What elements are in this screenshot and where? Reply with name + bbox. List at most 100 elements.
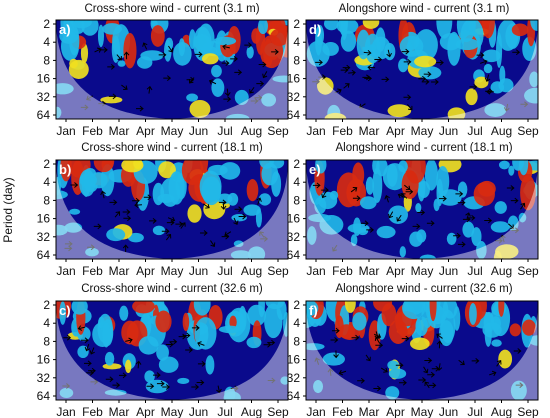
phase-arrow	[216, 385, 222, 394]
coherence-region	[356, 29, 371, 60]
coherence-region	[365, 176, 375, 195]
coherence-region	[530, 20, 538, 31]
x-tick-label: Jun	[439, 264, 458, 278]
cone-of-influence	[306, 164, 538, 259]
x-tick-label: Jun	[439, 405, 458, 418]
coherence-region	[456, 20, 476, 43]
phase-arrow	[333, 350, 339, 359]
x-tick-label: Feb	[82, 405, 103, 418]
x-tick-label: Jan	[56, 264, 75, 278]
phase-arrow	[431, 79, 439, 85]
x-tick-label: Feb	[332, 405, 353, 418]
phase-arrow	[271, 49, 279, 55]
y-tick-label: 16	[287, 72, 301, 86]
phase-arrow	[343, 83, 350, 89]
phase-arrow	[520, 202, 526, 210]
panel-label: b)	[59, 162, 71, 177]
phase-arrow	[506, 185, 515, 191]
panel-b: b) 2 4 8 16 32 64 Jan Feb Mar Apr May Jun Jul Aug Sep	[37, 157, 289, 278]
phase-arrow	[384, 194, 390, 203]
phase-arrow	[436, 340, 443, 349]
y-tick-label: 2	[43, 298, 50, 312]
coherence-region	[499, 65, 506, 85]
phase-arrow	[417, 209, 426, 216]
coherence-region	[518, 212, 527, 223]
coherence-region	[398, 160, 408, 173]
coherence-region	[359, 196, 377, 210]
phase-arrow	[520, 101, 529, 108]
panel-c-title: Cross-shore wind - current (32.6 m)	[81, 283, 263, 295]
panel-f: f) 2 4 8 16 32 64 Jan Feb Mar Apr May Jun Jul Aug Sep	[287, 298, 539, 418]
phase-arrow	[458, 359, 465, 366]
coherence-region	[158, 161, 176, 179]
coherence-region	[123, 32, 137, 69]
y-tick-label: 2	[293, 157, 300, 171]
coherence-region	[372, 167, 383, 204]
phase-arrow	[105, 376, 114, 383]
phase-arrow	[455, 190, 464, 197]
x-tick-label: Feb	[332, 264, 353, 278]
cone-of-influence	[306, 24, 538, 119]
coherence-region	[261, 93, 277, 107]
coherence-region	[415, 316, 428, 336]
phase-arrow	[197, 341, 205, 347]
coherence-region	[373, 301, 393, 312]
phase-arrow	[471, 358, 480, 364]
coherence-region	[447, 107, 466, 119]
coherence-region	[173, 42, 192, 66]
coherence-region	[265, 301, 285, 310]
phase-arrow	[191, 325, 200, 331]
coherence-region	[494, 201, 507, 214]
phase-arrow	[340, 67, 349, 74]
coherence-region	[306, 301, 319, 317]
phase-arrow	[107, 63, 116, 70]
phase-arrow	[100, 47, 108, 53]
phase-arrow	[314, 357, 320, 365]
coherence-region	[376, 225, 396, 239]
phase-arrow	[318, 74, 327, 80]
phase-arrow	[80, 104, 89, 111]
x-tick-label: May	[161, 264, 184, 278]
phase-arrow	[168, 45, 174, 53]
coherence-region	[529, 335, 538, 346]
phase-arrow	[489, 370, 497, 377]
coherence-region	[194, 317, 217, 350]
x-tick-label: Mar	[109, 405, 130, 418]
phase-arrow	[515, 382, 524, 389]
x-tick-label: Jul	[217, 405, 232, 418]
phase-arrow	[511, 227, 520, 234]
phase-arrow	[332, 244, 338, 252]
phase-arrow	[258, 61, 267, 68]
phase-arrow	[88, 367, 96, 374]
phase-arrow	[80, 337, 89, 344]
phase-arrow	[64, 241, 73, 247]
x-tick-label: Mar	[359, 124, 380, 138]
phase-arrow	[397, 193, 405, 199]
coherence-region	[272, 75, 288, 83]
coherence-region	[388, 319, 408, 344]
x-tick-label: Sep	[517, 405, 539, 418]
phase-arrow	[364, 75, 372, 82]
phase-arrow	[401, 335, 410, 342]
phase-arrow	[175, 221, 184, 228]
x-tick-label: May	[161, 124, 184, 138]
coherence-region	[199, 170, 222, 203]
x-tick-label: Aug	[491, 264, 512, 278]
coherence-region	[100, 164, 115, 197]
phase-arrow	[480, 59, 488, 65]
coherence-region	[509, 323, 522, 337]
coherence-background	[56, 20, 288, 119]
coherence-region	[498, 349, 513, 369]
coherence-region	[439, 320, 454, 347]
phase-arrow	[84, 343, 91, 352]
phase-arrow	[249, 87, 255, 94]
x-tick-label: May	[411, 124, 434, 138]
y-tick-label: 2	[293, 298, 300, 312]
coherence-region	[415, 202, 422, 213]
coherence-region	[306, 343, 325, 351]
y-tick-label: 16	[37, 212, 51, 226]
phase-arrow	[259, 231, 265, 238]
coherence-region	[388, 368, 407, 379]
coherence-region	[529, 71, 538, 88]
x-tick-label: Mar	[359, 264, 380, 278]
